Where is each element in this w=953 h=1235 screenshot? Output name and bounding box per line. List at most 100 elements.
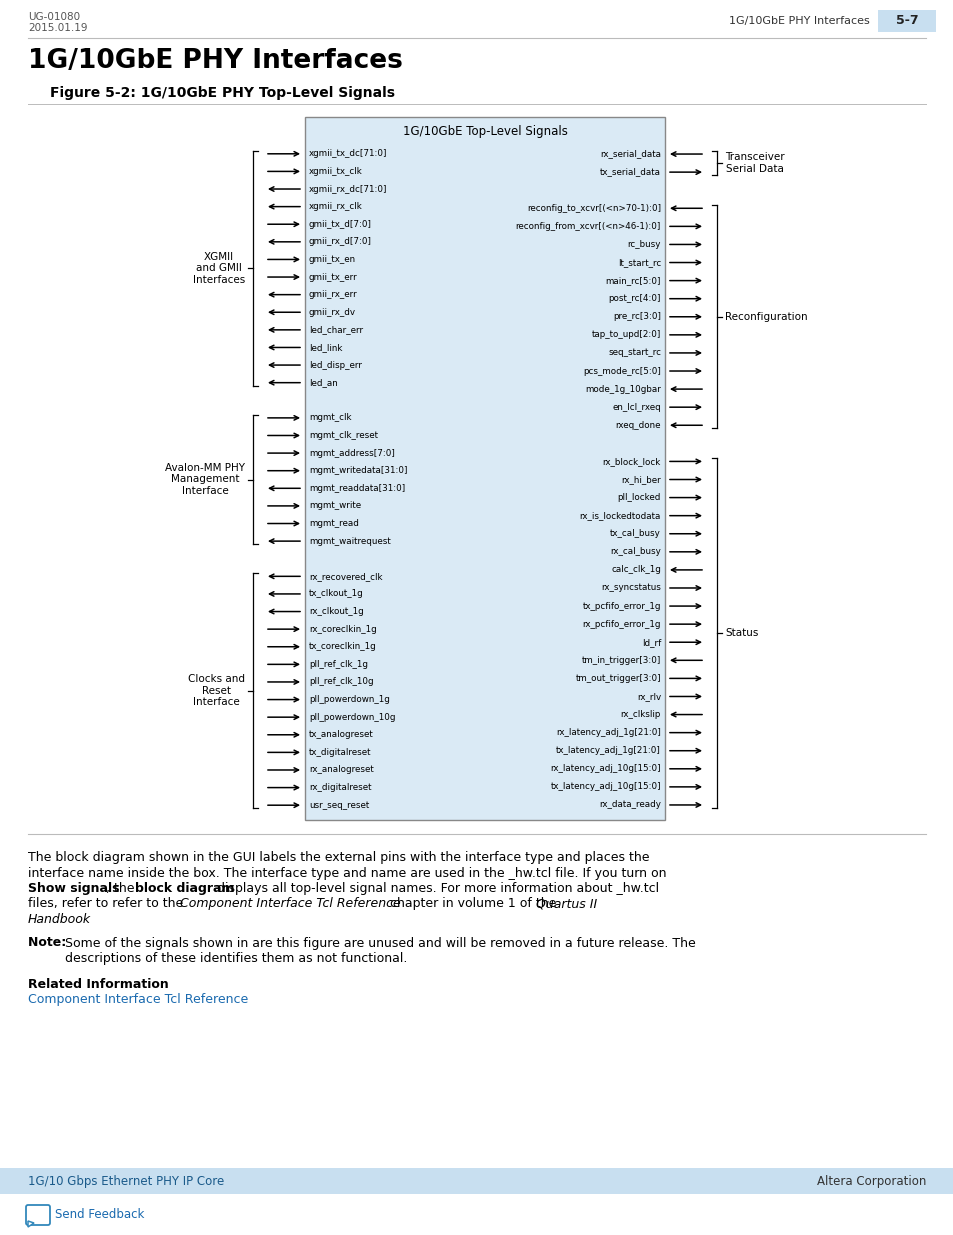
Text: reconfig_to_xcvr[(<n>70-1):0]: reconfig_to_xcvr[(<n>70-1):0] <box>526 204 660 212</box>
Text: mgmt_address[7:0]: mgmt_address[7:0] <box>309 448 395 458</box>
Polygon shape <box>28 1221 34 1228</box>
Text: rx_hi_ber: rx_hi_ber <box>620 475 660 484</box>
Text: Figure 5-2: 1G/10GbE PHY Top-Level Signals: Figure 5-2: 1G/10GbE PHY Top-Level Signa… <box>50 86 395 100</box>
Text: block diagram: block diagram <box>135 882 234 895</box>
Text: , the: , the <box>106 882 138 895</box>
Text: main_rc[5:0]: main_rc[5:0] <box>605 277 660 285</box>
Text: tm_out_trigger[3:0]: tm_out_trigger[3:0] <box>575 674 660 683</box>
Text: xgmii_rx_clk: xgmii_rx_clk <box>309 203 362 211</box>
Text: rx_syncstatus: rx_syncstatus <box>600 583 660 593</box>
Text: Some of the signals shown in are this figure are unused and will be removed in a: Some of the signals shown in are this fi… <box>65 936 695 950</box>
Text: rx_block_lock: rx_block_lock <box>602 457 660 466</box>
Text: tx_digitalreset: tx_digitalreset <box>309 748 371 757</box>
Text: ld_rf: ld_rf <box>641 637 660 647</box>
Text: rx_clkout_1g: rx_clkout_1g <box>309 608 363 616</box>
Bar <box>877 10 935 32</box>
Text: files, refer to refer to the: files, refer to refer to the <box>28 898 187 910</box>
Text: Reconfiguration: Reconfiguration <box>724 311 807 322</box>
Text: rx_pcfifo_error_1g: rx_pcfifo_error_1g <box>582 620 660 629</box>
Text: UG-01080: UG-01080 <box>28 12 80 22</box>
Text: gmii_tx_d[7:0]: gmii_tx_d[7:0] <box>309 220 372 228</box>
Text: 5-7: 5-7 <box>895 15 918 27</box>
Text: pll_ref_clk_1g: pll_ref_clk_1g <box>309 659 368 669</box>
Text: tx_clkout_1g: tx_clkout_1g <box>309 589 363 599</box>
Text: 1G/10GbE PHY Interfaces: 1G/10GbE PHY Interfaces <box>28 48 402 74</box>
Bar <box>0 1168 953 1194</box>
Text: Component Interface Tcl Reference: Component Interface Tcl Reference <box>180 898 400 910</box>
Text: Show signals: Show signals <box>28 882 119 895</box>
Text: 1G/10GbE PHY Interfaces: 1G/10GbE PHY Interfaces <box>728 16 869 26</box>
Text: seq_start_rc: seq_start_rc <box>607 348 660 357</box>
Text: led_an: led_an <box>309 378 337 387</box>
Text: rx_is_lockedtodata: rx_is_lockedtodata <box>579 511 660 520</box>
Text: XGMII
and GMII
Interfaces: XGMII and GMII Interfaces <box>193 252 245 285</box>
Text: mgmt_waitrequest: mgmt_waitrequest <box>309 537 391 546</box>
Text: rc_busy: rc_busy <box>627 240 660 249</box>
Text: rx_latency_adj_10g[15:0]: rx_latency_adj_10g[15:0] <box>550 764 660 773</box>
Text: gmii_tx_en: gmii_tx_en <box>309 254 355 264</box>
FancyBboxPatch shape <box>26 1205 50 1225</box>
Text: led_disp_err: led_disp_err <box>309 361 361 369</box>
Text: gmii_rx_d[7:0]: gmii_rx_d[7:0] <box>309 237 372 246</box>
Text: lt_start_rc: lt_start_rc <box>618 258 660 267</box>
Text: mgmt_writedata[31:0]: mgmt_writedata[31:0] <box>309 466 407 475</box>
Text: Quartus II: Quartus II <box>536 898 597 910</box>
Text: pll_locked: pll_locked <box>617 493 660 503</box>
Text: displays all top-level signal names. For more information about _hw.tcl: displays all top-level signal names. For… <box>213 882 659 895</box>
Text: rx_serial_data: rx_serial_data <box>599 149 660 158</box>
Text: mgmt_clk_reset: mgmt_clk_reset <box>309 431 377 440</box>
Text: 1G/10GbE Top-Level Signals: 1G/10GbE Top-Level Signals <box>402 125 567 137</box>
Text: mode_1g_10gbar: mode_1g_10gbar <box>584 384 660 394</box>
Text: rx_latency_adj_1g[21:0]: rx_latency_adj_1g[21:0] <box>556 729 660 737</box>
Text: pll_powerdown_10g: pll_powerdown_10g <box>309 713 395 721</box>
Text: Component Interface Tcl Reference: Component Interface Tcl Reference <box>28 993 248 1007</box>
Text: mgmt_clk: mgmt_clk <box>309 414 351 422</box>
Text: Status: Status <box>724 629 758 638</box>
Text: pcs_mode_rc[5:0]: pcs_mode_rc[5:0] <box>582 367 660 375</box>
Text: Avalon-MM PHY
Management
Interface: Avalon-MM PHY Management Interface <box>165 463 245 496</box>
Text: pll_ref_clk_10g: pll_ref_clk_10g <box>309 678 374 687</box>
Text: Handbook: Handbook <box>28 913 91 926</box>
Text: Transceiver
Serial Data: Transceiver Serial Data <box>724 152 783 174</box>
Text: interface name inside the box. The interface type and name are used in the _hw.t: interface name inside the box. The inter… <box>28 867 666 879</box>
Text: rx_data_ready: rx_data_ready <box>598 800 660 809</box>
Text: xgmii_tx_clk: xgmii_tx_clk <box>309 167 362 175</box>
Text: chapter in volume 1 of the: chapter in volume 1 of the <box>386 898 559 910</box>
Text: rx_coreclkin_1g: rx_coreclkin_1g <box>309 625 376 634</box>
Text: usr_seq_reset: usr_seq_reset <box>309 800 369 810</box>
Text: xgmii_tx_dc[71:0]: xgmii_tx_dc[71:0] <box>309 149 387 158</box>
Text: tap_to_upd[2:0]: tap_to_upd[2:0] <box>591 330 660 340</box>
Text: mgmt_read: mgmt_read <box>309 519 358 529</box>
Text: rx_rlv: rx_rlv <box>637 692 660 701</box>
Text: pre_rc[3:0]: pre_rc[3:0] <box>613 312 660 321</box>
Text: led_link: led_link <box>309 343 342 352</box>
Text: tm_in_trigger[3:0]: tm_in_trigger[3:0] <box>581 656 660 664</box>
Text: The block diagram shown in the GUI labels the external pins with the interface t: The block diagram shown in the GUI label… <box>28 851 649 864</box>
Text: 1G/10 Gbps Ethernet PHY IP Core: 1G/10 Gbps Ethernet PHY IP Core <box>28 1174 224 1188</box>
Text: rx_analogreset: rx_analogreset <box>309 766 374 774</box>
Text: Clocks and
Reset
Interface: Clocks and Reset Interface <box>188 674 245 708</box>
Text: tx_cal_busy: tx_cal_busy <box>610 530 660 538</box>
Text: tx_serial_data: tx_serial_data <box>599 168 660 177</box>
Text: pll_powerdown_1g: pll_powerdown_1g <box>309 695 390 704</box>
Bar <box>305 117 664 820</box>
Text: en_lcl_rxeq: en_lcl_rxeq <box>612 403 660 411</box>
Text: rx_clkslip: rx_clkslip <box>620 710 660 719</box>
Text: descriptions of these identifies them as not functional.: descriptions of these identifies them as… <box>65 952 407 965</box>
Text: tx_latency_adj_10g[15:0]: tx_latency_adj_10g[15:0] <box>550 783 660 792</box>
Text: reconfig_from_xcvr[(<n>46-1):0]: reconfig_from_xcvr[(<n>46-1):0] <box>515 222 660 231</box>
Text: Send Feedback: Send Feedback <box>55 1209 144 1221</box>
Text: post_rc[4:0]: post_rc[4:0] <box>608 294 660 303</box>
Text: 2015.01.19: 2015.01.19 <box>28 23 88 33</box>
Text: rxeq_done: rxeq_done <box>615 421 660 430</box>
Text: led_char_err: led_char_err <box>309 325 363 335</box>
Text: Note:: Note: <box>28 936 71 950</box>
Text: xgmii_rx_dc[71:0]: xgmii_rx_dc[71:0] <box>309 184 387 194</box>
Text: rx_digitalreset: rx_digitalreset <box>309 783 371 792</box>
Text: rx_recovered_clk: rx_recovered_clk <box>309 572 382 580</box>
Text: Related Information: Related Information <box>28 977 169 990</box>
Text: gmii_tx_err: gmii_tx_err <box>309 273 357 282</box>
Text: tx_coreclkin_1g: tx_coreclkin_1g <box>309 642 376 651</box>
Text: tx_analogreset: tx_analogreset <box>309 730 374 740</box>
Text: gmii_rx_err: gmii_rx_err <box>309 290 357 299</box>
